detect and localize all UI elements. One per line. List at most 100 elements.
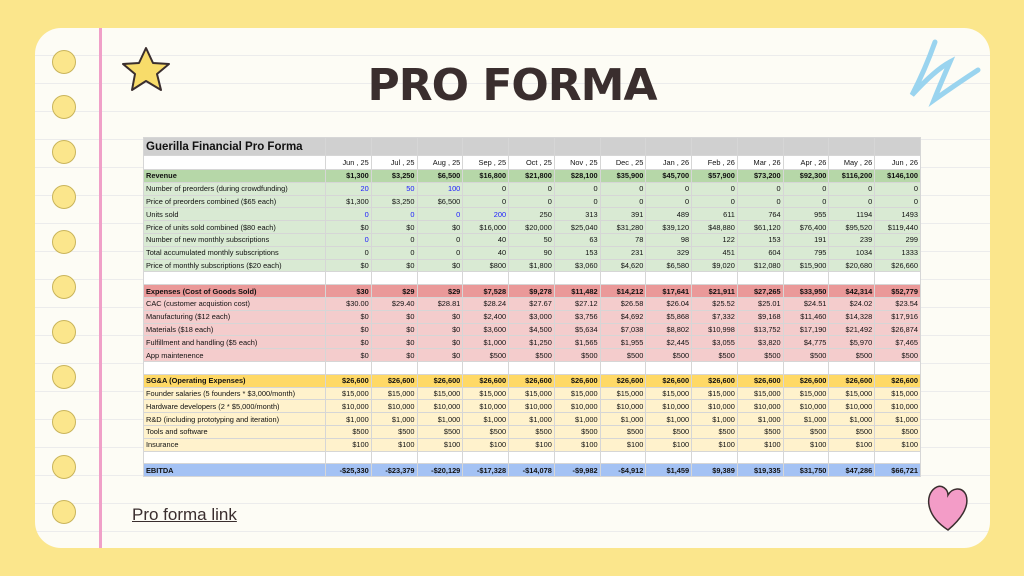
cell-value: $500: [599, 348, 647, 362]
cell: [645, 360, 693, 375]
cell-value: $10,000: [691, 399, 738, 414]
cell-value: $26,600: [874, 373, 921, 388]
cell-value: $1,300: [325, 194, 372, 209]
cell-value: $25,040: [553, 220, 601, 234]
row-label: SG&A (Operating Expenses): [143, 373, 326, 388]
cell-value: $500: [828, 348, 876, 362]
row-label: Number of new monthly subscriptions: [143, 232, 326, 247]
cell: [370, 450, 418, 465]
column-header: Jun , 26: [874, 155, 921, 170]
section-header-row: EBITDA -$25,330 -$23,379 -$20,129 -$17,328 -$…: [143, 463, 921, 478]
cell: [370, 360, 418, 375]
cell-value: $17,641: [645, 284, 693, 298]
cell-value: $26.04: [645, 296, 693, 311]
cell-value: 40: [462, 245, 510, 260]
cell: [736, 271, 784, 286]
cell: [508, 360, 555, 375]
title-row: Guerilla Financial Pro Forma: [143, 137, 921, 156]
cell-value: $10,000: [782, 399, 830, 414]
cell-value: 764: [736, 207, 784, 222]
cell-value: $500: [416, 424, 464, 439]
cell-value: $33,950: [782, 284, 830, 298]
row-label: Hardware developers (2 * $5,000/month): [143, 399, 326, 414]
cell-value: $26,600: [691, 373, 738, 388]
cell: [599, 137, 647, 156]
row-label: Founder salaries (5 founders * $3,000/mo…: [143, 386, 326, 401]
cell-value: $15,000: [691, 386, 738, 401]
cell-value: $24.51: [782, 296, 830, 311]
cell-value: $26,600: [782, 373, 830, 388]
cell-value: $15,000: [370, 386, 418, 401]
column-header: Jan , 26: [645, 155, 693, 170]
cell-value: 0: [645, 181, 693, 196]
cell-value: $29: [416, 284, 464, 298]
row: Founder salaries (5 founders * $3,000/mo…: [143, 386, 921, 401]
row: Price of monthly subscriptions ($20 each…: [143, 258, 921, 273]
row-label: Price of units sold combined ($80 each): [143, 220, 326, 234]
cell-value: $116,200: [828, 169, 876, 183]
row-label: R&D (including prototyping and iteration…: [143, 412, 326, 426]
cell-value: $15,000: [599, 386, 647, 401]
cell-value: $15,000: [782, 386, 830, 401]
cell-value: $0: [325, 258, 372, 273]
ring: [52, 365, 76, 389]
cell-value: 63: [553, 232, 601, 247]
cell-value: $7,038: [599, 322, 647, 337]
cell-value: $1,000: [416, 412, 464, 426]
cell-value: $26,874: [874, 322, 921, 337]
cell-value: 1034: [828, 245, 876, 260]
cell: [462, 360, 510, 375]
cell-value: $3,600: [462, 322, 510, 337]
cell-value: $31,280: [599, 220, 647, 234]
cell-value: $100: [828, 437, 876, 452]
cell-value: $26,600: [553, 373, 601, 388]
cell-value: $9,168: [736, 309, 784, 324]
cell-value: $15,000: [736, 386, 784, 401]
cell-value: $6,500: [416, 194, 464, 209]
cell-value: 200: [462, 207, 510, 222]
column-header: Mar , 26: [736, 155, 784, 170]
cell-value: $500: [325, 424, 372, 439]
cell-value: $9,020: [691, 258, 738, 273]
row-label: Number of preorders (during crowdfunding…: [143, 181, 326, 196]
cell-value: $10,000: [553, 399, 601, 414]
cell-value: $500: [462, 424, 510, 439]
cell-value: $2,445: [645, 335, 693, 350]
cell: [553, 137, 601, 156]
cell-value: $15,000: [325, 386, 372, 401]
cell-value: 1333: [874, 245, 921, 260]
cell-value: $1,000: [736, 412, 784, 426]
cell-value: 0: [325, 232, 372, 247]
row: Units sold 0 0 0 200 250 313 391 489 611 764 955 119…: [143, 207, 921, 222]
cell-value: 0: [691, 181, 738, 196]
cell-value: $7,528: [462, 284, 510, 298]
cell-value: $500: [508, 348, 555, 362]
cell-value: 0: [782, 194, 830, 209]
cell-value: $11,460: [782, 309, 830, 324]
cell-value: $500: [508, 424, 555, 439]
cell: [599, 271, 647, 286]
cell-value: $500: [828, 424, 876, 439]
cell-value: $10,000: [599, 399, 647, 414]
cell-value: $3,055: [691, 335, 738, 350]
cell-value: $10,000: [508, 399, 555, 414]
cell-value: 153: [736, 232, 784, 247]
cell-value: $100: [370, 437, 418, 452]
cell-value: $26,600: [828, 373, 876, 388]
ring: [52, 50, 76, 74]
ring: [52, 185, 76, 209]
cell-value: $92,300: [782, 169, 830, 183]
cell-value: $10,000: [462, 399, 510, 414]
cell-value: $0: [370, 335, 418, 350]
cell-value: $0: [370, 309, 418, 324]
cell-value: $16,000: [462, 220, 510, 234]
section-header-row: Expenses (Cost of Goods Sold) $30 $29 $29 $7…: [143, 284, 921, 298]
cell-value: $0: [416, 309, 464, 324]
cell-value: 20: [325, 181, 372, 196]
cell-value: $45,700: [645, 169, 693, 183]
cell-value: $100: [691, 437, 738, 452]
pro-forma-link[interactable]: Pro forma link: [132, 505, 237, 524]
table-title: Guerilla Financial Pro Forma: [143, 137, 326, 156]
cell-value: $21,800: [508, 169, 555, 183]
cell: [325, 450, 372, 465]
